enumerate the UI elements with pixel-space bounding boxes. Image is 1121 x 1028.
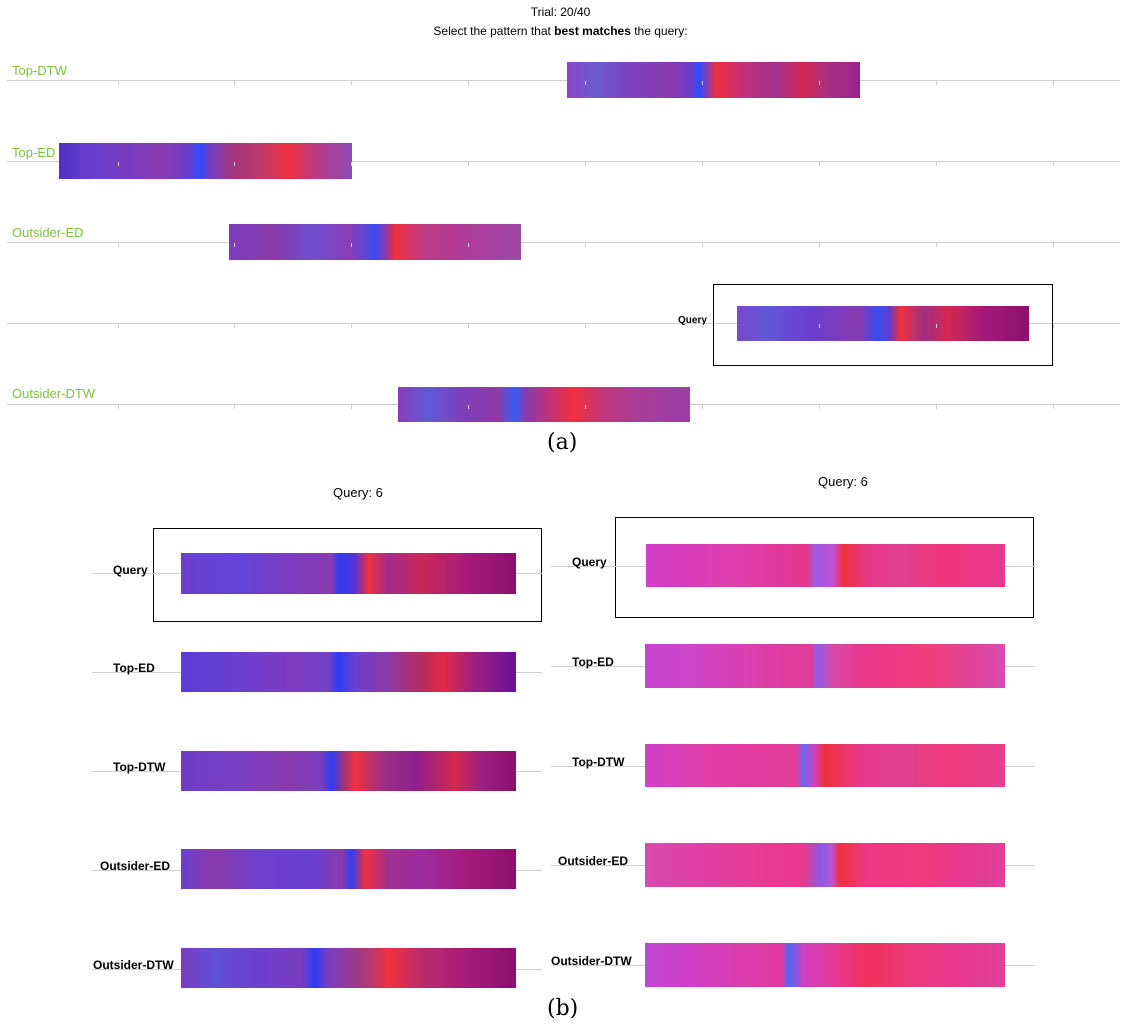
- row-label-query: Query: [572, 555, 607, 569]
- row-label-top-dtw[interactable]: Top-DTW: [12, 63, 67, 78]
- instruction-post: the query:: [630, 24, 688, 38]
- axis-tick: [351, 243, 352, 247]
- row-label-top-ed[interactable]: Top-ED: [12, 145, 56, 160]
- axis-tick: [819, 405, 820, 409]
- pattern-bar-outsider-dtw[interactable]: [398, 387, 690, 422]
- row-label-outsider-ed[interactable]: Outsider-ED: [12, 225, 84, 240]
- axis-tick: [468, 162, 469, 166]
- row-label-top-ed: Top-ED: [572, 655, 614, 669]
- axis-tick: [1053, 162, 1054, 166]
- pattern-bar-top-ed[interactable]: [59, 143, 352, 179]
- axis-tick: [936, 324, 937, 328]
- axis-tick: [234, 162, 235, 166]
- row-label-outsider-dtw: Outsider-DTW: [551, 954, 632, 968]
- pattern-bar-top-ed[interactable]: [181, 652, 516, 692]
- track-line: [7, 80, 1120, 81]
- track-line: [7, 242, 1120, 243]
- row-label-query: Query: [113, 563, 148, 577]
- axis-tick: [118, 162, 119, 166]
- axis-tick: [936, 243, 937, 247]
- pattern-bar-outsider-ed[interactable]: [645, 843, 1005, 887]
- pattern-bar-top-dtw[interactable]: [645, 744, 1005, 787]
- axis-tick: [468, 405, 469, 409]
- axis-tick: [1053, 324, 1054, 328]
- axis-tick: [702, 405, 703, 409]
- axis-tick: [936, 405, 937, 409]
- axis-tick: [1053, 81, 1054, 85]
- axis-tick: [351, 162, 352, 166]
- axis-tick: [234, 81, 235, 85]
- axis-tick: [468, 81, 469, 85]
- query-frame: [713, 284, 1053, 366]
- axis-tick: [468, 324, 469, 328]
- axis-tick: [118, 405, 119, 409]
- axis-tick: [702, 324, 703, 328]
- axis-tick: [819, 81, 820, 85]
- caption-b: (b): [547, 996, 579, 1021]
- row-label-top-ed: Top-ED: [113, 661, 155, 675]
- pattern-bar-top-ed[interactable]: [645, 644, 1005, 688]
- query-frame-left: [153, 528, 542, 622]
- axis-tick: [936, 81, 937, 85]
- axis-tick: [118, 81, 119, 85]
- axis-tick: [585, 324, 586, 328]
- axis-tick: [234, 405, 235, 409]
- row-label-outsider-dtw[interactable]: Outsider-DTW: [12, 386, 96, 401]
- axis-tick: [585, 81, 586, 85]
- axis-tick: [468, 243, 469, 247]
- instruction-pre: Select the pattern that: [433, 24, 555, 38]
- axis-tick: [234, 324, 235, 328]
- axis-tick: [351, 405, 352, 409]
- axis-tick: [118, 324, 119, 328]
- pattern-bar-query[interactable]: [646, 544, 1005, 587]
- track-line: [7, 323, 1120, 324]
- row-label-query: Query: [678, 315, 707, 326]
- axis-tick: [702, 81, 703, 85]
- axis-tick: [819, 324, 820, 328]
- axis-tick: [702, 243, 703, 247]
- axis-tick: [585, 405, 586, 409]
- pattern-bar-top-dtw[interactable]: [181, 751, 516, 791]
- axis-tick: [234, 243, 235, 247]
- axis-tick: [936, 162, 937, 166]
- row-label-top-dtw: Top-DTW: [113, 760, 166, 774]
- axis-tick: [585, 162, 586, 166]
- pattern-bar-query[interactable]: [737, 306, 1029, 341]
- instruction-bold: best matches: [554, 24, 631, 38]
- axis-tick: [118, 243, 119, 247]
- axis-tick: [819, 243, 820, 247]
- axis-tick: [1053, 243, 1054, 247]
- caption-a: (a): [547, 430, 578, 455]
- axis-tick: [1053, 405, 1054, 409]
- instruction-text: Select the pattern that best matches the…: [0, 24, 1121, 38]
- axis-tick: [351, 324, 352, 328]
- axis-tick: [585, 243, 586, 247]
- pattern-bar-top-dtw[interactable]: [567, 62, 860, 98]
- pattern-bar-outsider-dtw[interactable]: [181, 948, 516, 988]
- row-label-outsider-ed: Outsider-ED: [558, 854, 629, 868]
- row-label-outsider-dtw: Outsider-DTW: [93, 958, 174, 972]
- trial-counter: Trial: 20/40: [530, 5, 591, 19]
- row-label-outsider-ed: Outsider-ED: [100, 859, 171, 873]
- row-label-top-dtw: Top-DTW: [572, 755, 625, 769]
- panel-title-left: Query: 6: [333, 485, 383, 500]
- axis-tick: [702, 162, 703, 166]
- pattern-bar-query[interactable]: [181, 553, 516, 594]
- axis-tick: [819, 162, 820, 166]
- pattern-bar-outsider-dtw[interactable]: [645, 943, 1005, 987]
- pattern-bar-outsider-ed[interactable]: [181, 849, 516, 889]
- panel-title-right: Query: 6: [818, 474, 868, 489]
- axis-tick: [351, 81, 352, 85]
- pattern-bar-outsider-ed[interactable]: [229, 224, 521, 260]
- query-frame-right: [615, 517, 1034, 618]
- track-line: [7, 161, 1120, 162]
